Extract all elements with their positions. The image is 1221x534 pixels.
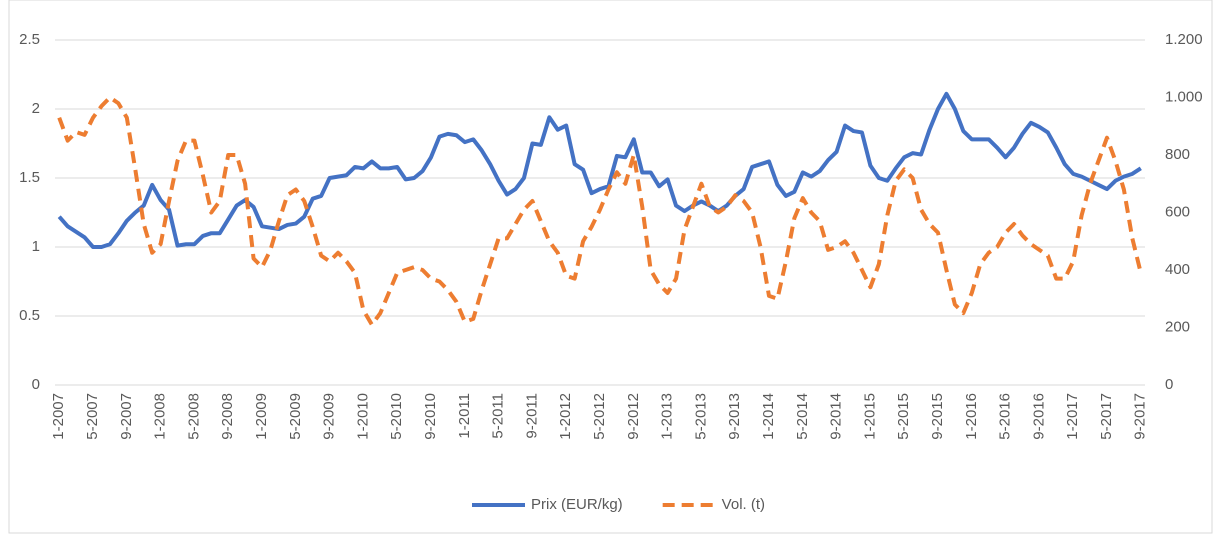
legend-label: Vol. (t) xyxy=(722,496,765,513)
x-tick-label: 1-2009 xyxy=(253,393,270,440)
x-tick-label: 9-2008 xyxy=(219,393,236,440)
x-tick-label: 5-2009 xyxy=(287,393,304,440)
y2-tick-label: 800 xyxy=(1165,146,1190,163)
y-tick-label: 2.5 xyxy=(19,31,40,48)
x-tick-label: 5-2016 xyxy=(997,393,1014,440)
x-tick-label: 9-2017 xyxy=(1132,393,1149,440)
x-tick-label: 9-2015 xyxy=(929,393,946,440)
x-tick-label: 9-2013 xyxy=(726,393,743,440)
x-tick-label: 1-2010 xyxy=(354,393,371,440)
x-tick-label: 5-2017 xyxy=(1098,393,1115,440)
y-tick-label: 1 xyxy=(32,238,40,255)
x-tick-label: 5-2012 xyxy=(591,393,608,440)
x-tick-label: 5-2011 xyxy=(490,393,507,439)
x-tick-label: 9-2016 xyxy=(1030,393,1047,440)
series-line xyxy=(57,95,1143,327)
x-tick-label: 1-2016 xyxy=(963,393,980,440)
x-tick-label: 9-2007 xyxy=(118,393,135,440)
chart-border xyxy=(8,0,1213,534)
x-tick-label: 1-2015 xyxy=(861,393,878,440)
x-tick-label: 1-2017 xyxy=(1064,393,1081,440)
x-tick-label: 1-2011 xyxy=(456,393,473,439)
x-tick-label: 5-2014 xyxy=(794,393,811,440)
x-tick-label: 1-2012 xyxy=(557,393,574,440)
y2-tick-label: 1.000 xyxy=(1165,88,1203,105)
x-tick-label: 9-2010 xyxy=(422,393,439,440)
x-tick-label: 5-2013 xyxy=(692,393,709,440)
y-tick-label: 2 xyxy=(32,100,40,117)
x-tick-label: 5-2007 xyxy=(84,393,101,440)
x-tick-label: 5-2010 xyxy=(388,393,405,440)
x-tick-label: 1-2007 xyxy=(50,393,67,440)
y2-tick-label: 200 xyxy=(1165,318,1190,335)
legend-label: Prix (EUR/kg) xyxy=(531,496,623,513)
x-tick-label: 1-2008 xyxy=(152,393,169,440)
x-tick-label: 1-2014 xyxy=(760,393,777,440)
y-tick-label: 1.5 xyxy=(19,169,40,186)
x-tick-label: 5-2008 xyxy=(185,393,202,440)
series-line xyxy=(57,91,1142,249)
y2-tick-label: 600 xyxy=(1165,203,1190,220)
y-tick-label: 0 xyxy=(32,376,40,393)
y2-tick-label: 400 xyxy=(1165,261,1190,278)
x-tick-label: 9-2014 xyxy=(828,393,845,440)
y2-tick-label: 0 xyxy=(1165,376,1173,393)
x-tick-label: 1-2013 xyxy=(659,393,676,440)
y-tick-label: 0.5 xyxy=(19,307,40,324)
x-tick-label: 9-2011 xyxy=(523,393,540,439)
y2-tick-label: 1.200 xyxy=(1165,31,1203,48)
x-tick-label: 9-2012 xyxy=(625,393,642,440)
x-tick-label: 5-2015 xyxy=(895,393,912,440)
x-tick-label: 9-2009 xyxy=(321,393,338,440)
